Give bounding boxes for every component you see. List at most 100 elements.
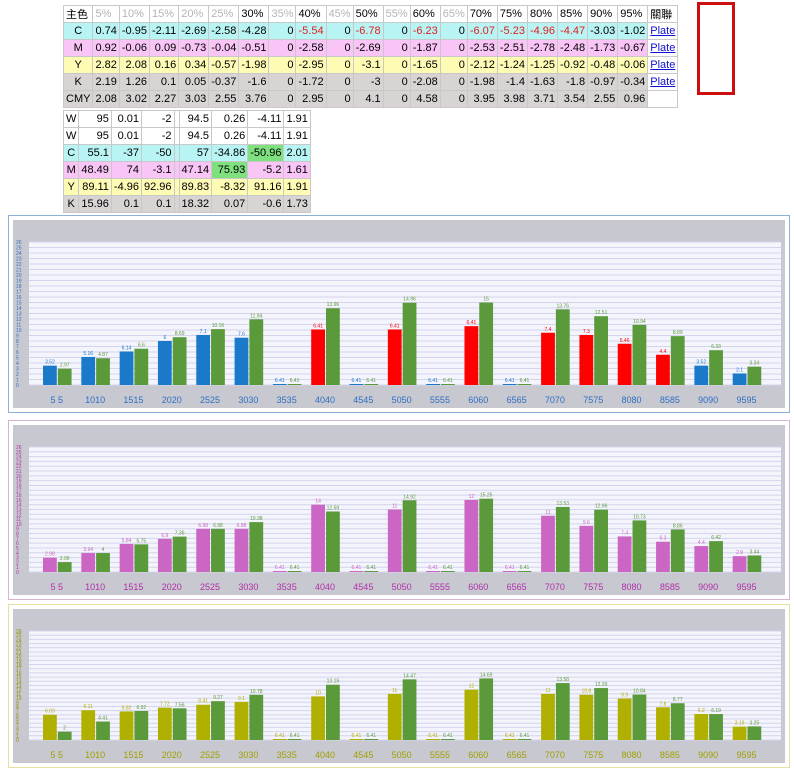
y-tick-label: 20 <box>16 654 22 660</box>
row-label: C <box>62 144 80 162</box>
bar-series-1 <box>502 384 517 385</box>
bar-series-1 <box>157 707 172 740</box>
data-label: 7.4 <box>621 530 628 536</box>
table-cell: 89.83 <box>178 178 213 196</box>
table-cell: -0.04 <box>208 39 240 57</box>
category-label: 3535 <box>277 750 297 760</box>
table-cell: 91.16 <box>247 178 285 196</box>
table-row: W 95 0.01 -2 94.5 0.26 -4.11 1.91 <box>62 127 311 145</box>
table-cell: 2.19 <box>92 73 120 91</box>
y-tick-label: 19 <box>16 279 22 285</box>
y-tick-label: 9 <box>16 334 19 340</box>
table-cell: -0.06 <box>617 56 649 74</box>
y-tick-label: 15 <box>16 498 22 504</box>
bar-series-2 <box>172 708 187 740</box>
category-label: 4545 <box>353 750 373 760</box>
table-cell: 2.08 <box>92 90 120 108</box>
data-label: 9.27 <box>213 695 223 701</box>
y-tick-label: 24 <box>16 251 22 257</box>
y-tick-label: 23 <box>16 642 22 648</box>
bar-series-2 <box>211 329 225 385</box>
y-tick-label: 20 <box>16 273 22 279</box>
category-label: 3030 <box>238 395 258 405</box>
data-label: 10.78 <box>250 689 263 695</box>
data-label: 13.76 <box>557 303 570 309</box>
data-label: 6.41 <box>366 565 376 571</box>
y-tick-label: 7 <box>16 345 19 351</box>
plate-link[interactable]: Plate <box>650 59 676 71</box>
table-row: CMY 2.08 3.02 2.27 3.03 2.55 3.76 0 2.95 0 4.1 0 4.5… <box>62 90 679 108</box>
plate-link[interactable]: Plate <box>650 25 676 37</box>
table-cell: 1.73 <box>283 195 311 213</box>
y-tick-label: 22 <box>16 464 22 470</box>
data-label: 6.41 <box>366 378 376 384</box>
table-row: C 0.74 -0.95 -2.11 -2.69 -2.58 -4.28 0 -5.54 0 -6.… <box>62 22 679 40</box>
data-label: 6.41 <box>290 733 300 739</box>
plate-link-cell: Plate <box>647 39 679 57</box>
bar-series-2 <box>326 684 340 740</box>
y-tick-label: 26 <box>16 629 22 635</box>
table-cell: 0 <box>325 56 354 74</box>
data-label: 2 <box>63 726 66 732</box>
category-label: 5 5 <box>51 395 64 405</box>
lab-values-table: W 95 0.01 -2 94.5 0.26 -4.11 1.91 W 95 0.01 -2 94.5 0… <box>62 110 311 213</box>
bar-series-2 <box>594 316 609 385</box>
table-header-cell: 70% <box>466 5 498 23</box>
data-label: 11 <box>545 688 550 694</box>
bar-series-2 <box>96 553 110 572</box>
table-cell: 2.55 <box>208 90 240 108</box>
table-cell: -2.51 <box>496 39 528 57</box>
table-cell: -1.6 <box>238 73 270 91</box>
bar-series-2 <box>57 731 72 740</box>
table-cell: 75.93 <box>211 161 249 179</box>
plate-link[interactable]: Plate <box>650 76 676 88</box>
cyan-chart-panel: 0 1 2 3 4 5 6 7 8 9 10 11 12 13 14 15 16 17 18 19 20 21 22 23 24… <box>8 215 790 413</box>
bar-series-1 <box>196 334 211 385</box>
bar-series-2 <box>747 726 762 740</box>
bar-series-1 <box>157 341 172 385</box>
category-label: 4545 <box>353 395 373 405</box>
table-cell: 1.91 <box>283 110 311 128</box>
bar-series-2 <box>364 571 379 572</box>
data-label: 6.41 <box>366 733 376 739</box>
table-cell: -0.6 <box>247 195 285 213</box>
data-label: 10.38 <box>250 516 263 522</box>
table-cell: 3.95 <box>466 90 498 108</box>
category-label: 6060 <box>468 750 488 760</box>
table-cell: -2.12 <box>466 56 498 74</box>
bar-series-1 <box>694 546 709 572</box>
data-label: 14.92 <box>403 494 416 500</box>
table-cell: 0 <box>325 39 354 57</box>
data-label: 6.41 <box>290 565 300 571</box>
data-label: 11 <box>392 688 397 694</box>
y-tick-label: 14 <box>16 679 22 685</box>
table-cell: 47.14 <box>178 161 213 179</box>
table-cell: -0.37 <box>208 73 240 91</box>
y-tick-label: 25 <box>16 633 22 639</box>
data-label: 7.72 <box>160 702 170 708</box>
table-cell: -0.34 <box>617 73 649 91</box>
bar-series-1 <box>732 373 747 385</box>
data-label: 7.56 <box>175 702 185 708</box>
y-tick-label: 0 <box>16 738 19 744</box>
data-label: 12.59 <box>327 505 340 511</box>
data-label: 6.41 <box>352 565 362 571</box>
y-tick-label: 0 <box>16 383 19 389</box>
plate-link[interactable]: Plate <box>650 42 676 54</box>
data-label: 6.41 <box>428 733 438 739</box>
y-tick-label: 26 <box>16 240 22 246</box>
data-label: 6.9 <box>161 533 168 539</box>
table-cell: -50.96 <box>247 144 285 162</box>
table-header-cell: 25% <box>208 5 240 23</box>
y-tick-label: 12 <box>16 688 22 694</box>
table-cell: -2.48 <box>557 39 589 57</box>
table-cell: 15.96 <box>78 195 112 213</box>
bar-series-1 <box>349 384 364 385</box>
data-label: 9.1 <box>238 696 245 702</box>
bar-series-2 <box>517 739 532 740</box>
bar-series-2 <box>747 366 762 385</box>
bar-series-1 <box>656 354 670 385</box>
y-tick-label: 9 <box>16 700 19 706</box>
table-header-cell: 90% <box>587 5 619 23</box>
table-cell: -6.23 <box>409 22 441 40</box>
